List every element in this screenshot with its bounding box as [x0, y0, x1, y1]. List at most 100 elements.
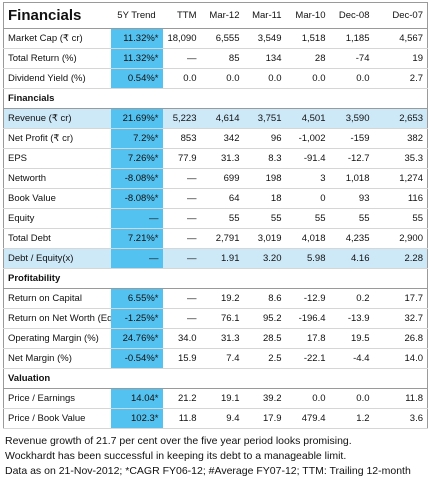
column-header: Mar-10 [285, 2, 330, 29]
value-cell: 0.0 [243, 68, 286, 89]
value-cell: 21.2 [162, 388, 201, 409]
value-cell: 853 [162, 128, 201, 149]
value-cell: 17.9 [243, 408, 286, 429]
trend-cell: 14.04* [110, 388, 163, 409]
value-cell: 0.0 [285, 388, 330, 409]
value-cell: 26.8 [373, 328, 428, 349]
data-row: Debt / Equity(x) — —1.91 3.20 5.98 4.16 2.28 [3, 248, 428, 269]
value-cell: 1.91 [200, 248, 244, 269]
value-cell: 4,235 [329, 228, 374, 249]
value-cell: 55 [243, 208, 286, 229]
trend-cell: -8.08%* [110, 168, 163, 189]
value-cell: 93 [329, 188, 374, 209]
value-cell: -1,002 [285, 128, 330, 149]
footer-line: Data as on 21-Nov-2012; *CAGR FY06-12; #… [5, 465, 411, 477]
data-row: Market Cap (₹ cr) 11.32%* 18,090 6,555 3,549… [3, 28, 428, 49]
value-cell: -12.7 [329, 148, 374, 169]
data-row: Equity — —55 55 55 55 55 [3, 208, 428, 229]
value-cell: -91.4 [285, 148, 330, 169]
section-row: Financials [3, 88, 428, 109]
value-cell: 1.2 [329, 408, 374, 429]
value-cell: -12.9 [285, 288, 330, 309]
value-cell: — [162, 188, 201, 209]
trend-cell: — [110, 208, 163, 229]
row-label: Networth [3, 168, 111, 189]
value-cell: 134 [243, 48, 286, 69]
value-cell: 2,653 [373, 108, 428, 129]
value-cell: 2.5 [243, 348, 286, 369]
value-cell: 2.7 [373, 68, 428, 89]
value-cell: — [162, 248, 201, 269]
data-row: Price / Book Value 102.3* 11.8 9.4 17.9 479.4… [3, 408, 428, 429]
trend-cell: 11.32%* [110, 48, 163, 69]
value-cell: 4,567 [373, 28, 428, 49]
value-cell: 0.0 [285, 68, 330, 89]
trend-cell: 11.32%* [110, 28, 163, 49]
value-cell: 3,549 [243, 28, 286, 49]
value-cell: 14.0 [373, 348, 428, 369]
value-cell: 96 [243, 128, 286, 149]
footer-line: Revenue growth of 21.7 per cent over the… [5, 435, 352, 447]
value-cell: 342 [200, 128, 244, 149]
row-label: Operating Margin (%) [3, 328, 111, 349]
data-row: Operating Margin (%) 24.76%* 34.0 31.3 28.5 1… [3, 328, 428, 349]
column-header: Mar-12 [200, 2, 244, 29]
data-row: Net Profit (₹ cr) 7.2%* 853 342 96 -1,002 -159… [3, 128, 428, 149]
value-cell: — [162, 288, 201, 309]
trend-cell: 6.55%* [110, 288, 163, 309]
row-label: Dividend Yield (%) [3, 68, 111, 89]
value-cell: 55 [285, 208, 330, 229]
value-cell: 31.3 [200, 148, 244, 169]
value-cell: 64 [200, 188, 244, 209]
value-cell: 2.28 [373, 248, 428, 269]
value-cell: 4,614 [200, 108, 244, 129]
value-cell: 55 [373, 208, 428, 229]
value-cell: 8.3 [243, 148, 286, 169]
data-row: Price / Earnings 14.04* 21.2 19.1 39.2 0.0 0.0… [3, 388, 428, 409]
value-cell: 1,518 [285, 28, 330, 49]
value-cell: 28.5 [243, 328, 286, 349]
row-label: Return on Net Worth (Equity) [3, 308, 111, 329]
value-cell: 0 [285, 188, 330, 209]
value-cell: 3.6 [373, 408, 428, 429]
value-cell: 4,501 [285, 108, 330, 129]
value-cell: 34.0 [162, 328, 201, 349]
value-cell: 2,900 [373, 228, 428, 249]
row-label: Net Profit (₹ cr) [3, 128, 111, 149]
value-cell: 4,018 [285, 228, 330, 249]
trend-cell: 102.3* [110, 408, 163, 429]
trend-cell: 21.69%* [110, 108, 163, 129]
row-label: EPS [3, 148, 111, 169]
value-cell: 0.0 [329, 388, 374, 409]
value-cell: 382 [373, 128, 428, 149]
trend-cell: -8.08%* [110, 188, 163, 209]
value-cell: -196.4 [285, 308, 330, 329]
financials-panel: Financials 5Y Trend TTM Mar-12 Mar-11 Mar-10… [3, 2, 428, 429]
value-cell: 5,223 [162, 108, 201, 129]
value-cell: 31.3 [200, 328, 244, 349]
value-cell: 18,090 [162, 28, 201, 49]
value-cell: 11.8 [373, 388, 428, 409]
section-title: Profitability [3, 268, 428, 289]
trend-cell: -0.54%* [110, 348, 163, 369]
value-cell: 479.4 [285, 408, 330, 429]
column-header: TTM [162, 2, 201, 29]
value-cell: -22.1 [285, 348, 330, 369]
value-cell: — [162, 208, 201, 229]
section-title: Financials [3, 88, 428, 109]
value-cell: 17.8 [285, 328, 330, 349]
trend-cell: 7.21%* [110, 228, 163, 249]
value-cell: 0.0 [329, 68, 374, 89]
value-cell: — [162, 308, 201, 329]
section-row: Valuation [3, 368, 428, 389]
column-header: Dec-08 [329, 2, 374, 29]
data-row: Total Return (%) 11.32%* —85 134 28 -74 19 [3, 48, 428, 69]
row-label: Equity [3, 208, 111, 229]
value-cell: — [162, 168, 201, 189]
value-cell: 76.1 [200, 308, 244, 329]
trend-cell: 7.2%* [110, 128, 163, 149]
value-cell: 3 [285, 168, 330, 189]
value-cell: 1,018 [329, 168, 374, 189]
financials-table: Financials 5Y Trend TTM Mar-12 Mar-11 Mar-10… [3, 2, 428, 429]
